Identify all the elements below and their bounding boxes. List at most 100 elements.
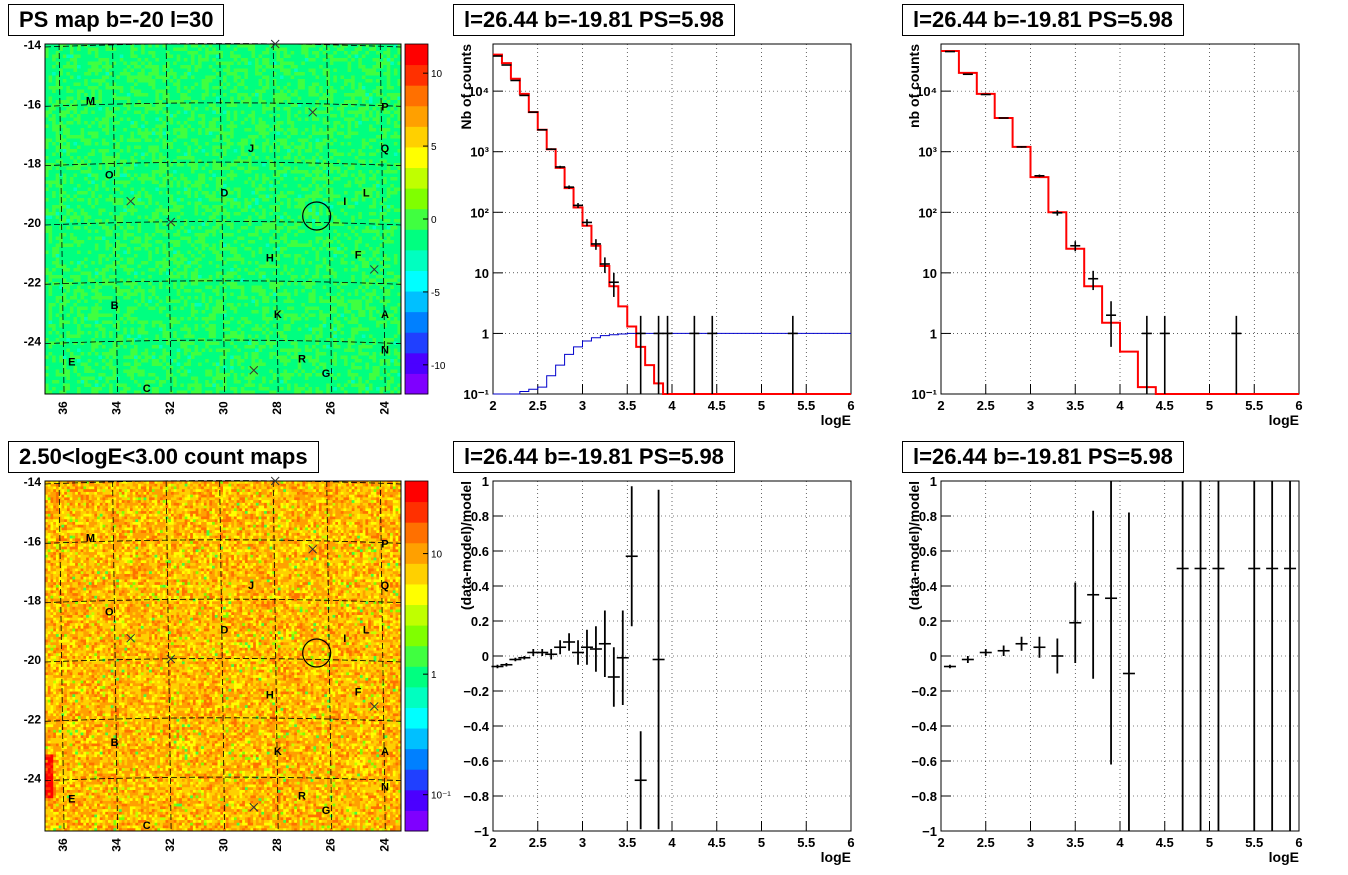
map-pixel (294, 170, 298, 174)
map-pixel (130, 125, 134, 129)
map-pixel (109, 100, 113, 104)
map-pixel (98, 111, 102, 115)
map-pixel (180, 167, 184, 171)
map-pixel (312, 79, 316, 83)
map-pixel (106, 156, 110, 160)
map-pixel (123, 132, 127, 136)
map-pixel (155, 191, 159, 195)
map-pixel (177, 125, 181, 129)
map-pixel (273, 118, 277, 122)
map-pixel (340, 142, 344, 146)
map-pixel (187, 65, 191, 69)
map-pixel (305, 163, 309, 167)
map-pixel (198, 128, 202, 132)
map-pixel (66, 111, 70, 115)
map-pixel (59, 58, 63, 62)
map-pixel (191, 97, 195, 101)
map-pixel (287, 177, 291, 181)
map-pixel (259, 188, 263, 192)
map-pixel (198, 111, 202, 115)
map-pixel (390, 104, 394, 108)
map-pixel (376, 86, 380, 90)
map-pixel (148, 121, 152, 125)
map-pixel (102, 62, 106, 66)
map-pixel (159, 153, 163, 157)
map-pixel (63, 114, 67, 118)
map-pixel (198, 177, 202, 181)
map-pixel (191, 79, 195, 83)
map-pixel (351, 142, 355, 146)
map-pixel (330, 86, 334, 90)
map-pixel (337, 167, 341, 171)
map-pixel (280, 139, 284, 143)
map-pixel (73, 184, 77, 188)
map-pixel (380, 184, 384, 188)
map-pixel (209, 55, 213, 59)
map-pixel (173, 72, 177, 76)
map-pixel (95, 170, 99, 174)
map-pixel (237, 170, 241, 174)
map-pixel (337, 146, 341, 150)
map-pixel (95, 191, 99, 195)
map-pixel (155, 139, 159, 143)
map-pixel (91, 188, 95, 192)
map-pixel (77, 188, 81, 192)
map-pixel (159, 188, 163, 192)
map-pixel (123, 100, 127, 104)
map-pixel (227, 58, 231, 62)
map-pixel (394, 149, 398, 153)
map-pixel (184, 167, 188, 171)
map-pixel (106, 100, 110, 104)
map-pixel (259, 163, 263, 167)
map-pixel (116, 69, 120, 73)
map-pixel (134, 65, 138, 69)
map-pixel (70, 184, 74, 188)
map-pixel (273, 107, 277, 111)
map-pixel (84, 156, 88, 160)
map-pixel (59, 48, 63, 52)
map-pixel (287, 114, 291, 118)
map-pixel (180, 149, 184, 153)
map-pixel (234, 170, 238, 174)
map-pixel (348, 72, 352, 76)
map-pixel (369, 48, 373, 52)
map-pixel (155, 72, 159, 76)
map-pixel (305, 177, 309, 181)
map-pixel (130, 111, 134, 115)
map-pixel (340, 139, 344, 143)
map-pixel (344, 97, 348, 101)
map-pixel (216, 132, 220, 136)
map-pixel (170, 107, 174, 111)
map-pixel (127, 174, 131, 178)
map-pixel (127, 111, 131, 115)
map-pixel (330, 181, 334, 185)
map-pixel (170, 72, 174, 76)
map-pixel (323, 139, 327, 143)
map-pixel (319, 170, 323, 174)
map-pixel (152, 146, 156, 150)
map-pixel (81, 104, 85, 108)
map-pixel (52, 44, 56, 48)
map-pixel (287, 198, 291, 202)
map-pixel (91, 132, 95, 136)
map-pixel (88, 65, 92, 69)
map-pixel (237, 111, 241, 115)
map-pixel (355, 167, 359, 171)
map-pixel (91, 55, 95, 59)
map-pixel (312, 170, 316, 174)
map-pixel (70, 170, 74, 174)
map-pixel (184, 72, 188, 76)
map-pixel (145, 195, 149, 199)
map-pixel (376, 195, 380, 199)
map-pixel (219, 111, 223, 115)
map-pixel (344, 90, 348, 94)
map-pixel (255, 132, 259, 136)
map-pixel (259, 72, 263, 76)
map-pixel (63, 188, 67, 192)
map-pixel (180, 184, 184, 188)
map-pixel (195, 55, 199, 59)
map-pixel (227, 142, 231, 146)
map-pixel (73, 125, 77, 129)
map-pixel (205, 139, 209, 143)
map-pixel (340, 125, 344, 129)
